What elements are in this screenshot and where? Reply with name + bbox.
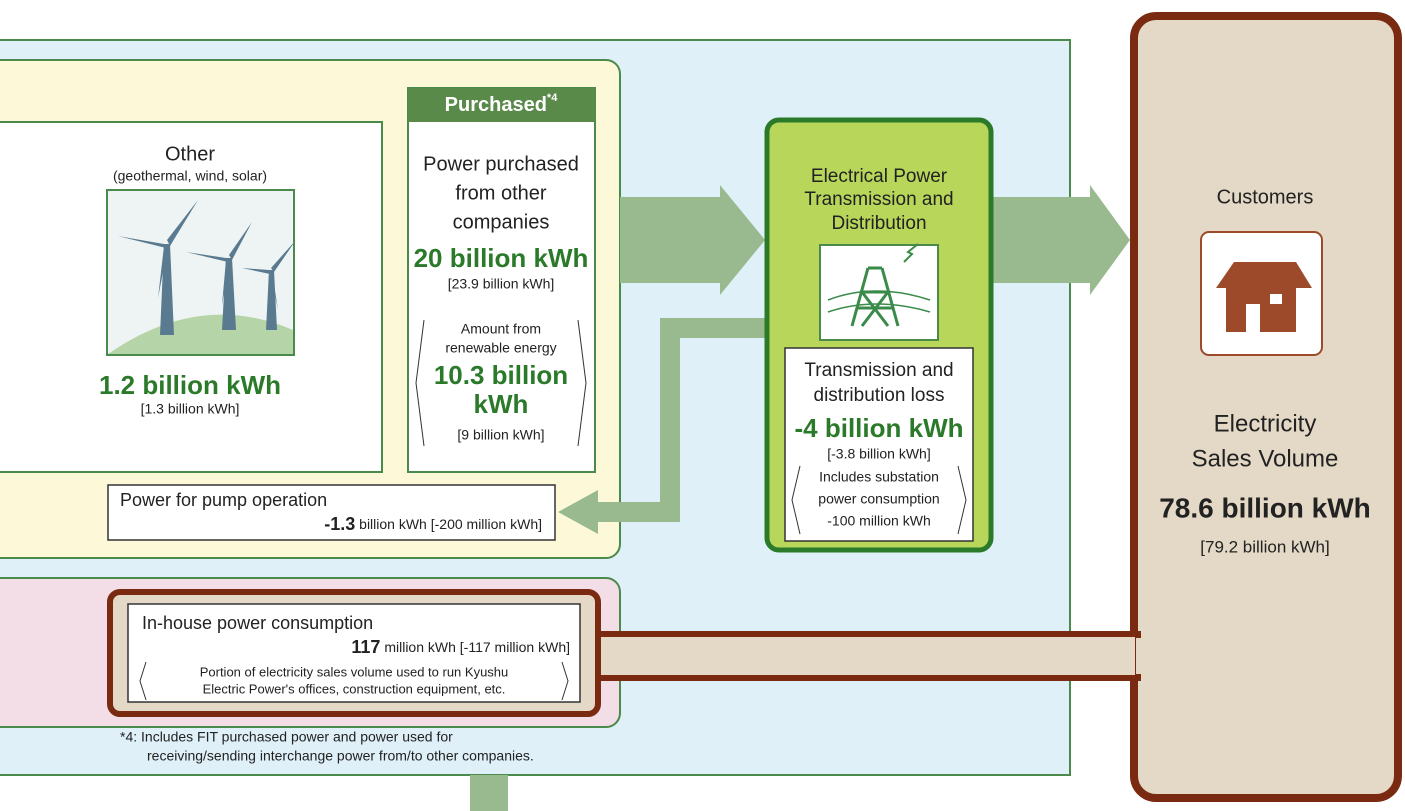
brackets bbox=[791, 465, 967, 535]
note: power consumption bbox=[818, 491, 939, 507]
previous: [9 billion kWh] bbox=[457, 427, 544, 443]
arrow-head bbox=[558, 490, 598, 534]
purchased-header bbox=[408, 88, 595, 122]
brackets bbox=[415, 319, 587, 447]
header: Purchased*4 bbox=[445, 92, 559, 116]
line: from other bbox=[455, 182, 546, 204]
customers-box bbox=[1130, 12, 1402, 802]
label: Sales Volume bbox=[1192, 445, 1339, 472]
label: distribution loss bbox=[814, 385, 945, 406]
note-ref: *4 bbox=[547, 92, 558, 104]
loss-box bbox=[784, 347, 974, 542]
label: Power for pump operation bbox=[120, 490, 327, 510]
down-arrow bbox=[470, 775, 508, 811]
line: companies bbox=[453, 211, 550, 233]
wind-icon bbox=[106, 189, 296, 356]
label: In-house power consumption bbox=[142, 613, 373, 633]
value: kWh bbox=[474, 389, 529, 419]
line: Power purchased bbox=[423, 153, 579, 175]
inhouse-value: 117 million kWh [-117 million kWh] bbox=[351, 637, 570, 657]
pump-box bbox=[107, 484, 556, 541]
value: 1.2 billion kWh bbox=[99, 370, 281, 400]
note: Portion of electricity sales volume used… bbox=[200, 664, 509, 679]
title: Other bbox=[165, 143, 215, 165]
brackets bbox=[139, 661, 569, 701]
note: -100 million kWh bbox=[827, 513, 930, 529]
value: 10.3 billion bbox=[434, 360, 568, 390]
value: 117 bbox=[351, 637, 380, 657]
previous: [-3.8 billion kWh] bbox=[827, 446, 930, 462]
house-icon bbox=[1216, 262, 1312, 332]
label: Amount from bbox=[461, 321, 541, 337]
value: 20 billion kWh bbox=[414, 243, 589, 273]
title: Transmission and bbox=[804, 189, 953, 210]
inhouse-box bbox=[127, 603, 581, 703]
note: Electric Power's offices, construction e… bbox=[203, 681, 506, 696]
subtitle: (geothermal, wind, solar) bbox=[113, 168, 267, 184]
arrow bbox=[620, 185, 765, 295]
purchased-box bbox=[407, 87, 596, 473]
detail: million kWh [-117 million kWh] bbox=[384, 639, 570, 655]
header-text: Purchased bbox=[445, 94, 547, 116]
detail: billion kWh [-200 million kWh] bbox=[359, 516, 542, 532]
return-arrow bbox=[596, 318, 770, 522]
arrow bbox=[993, 185, 1130, 295]
value: -1.3 bbox=[324, 514, 355, 534]
inhouse-strip bbox=[593, 631, 1141, 681]
customers-title: Customers bbox=[1217, 186, 1314, 208]
footnote: receiving/sending interchange power from… bbox=[147, 748, 534, 764]
note: Includes substation bbox=[819, 469, 939, 485]
title: Electrical Power bbox=[811, 166, 948, 187]
strip-join bbox=[1136, 638, 1144, 674]
label: Transmission and bbox=[804, 360, 953, 381]
previous: [79.2 billion kWh] bbox=[1200, 537, 1329, 556]
tower-icon bbox=[827, 243, 931, 327]
pump-value: -1.3 billion kWh [-200 million kWh] bbox=[324, 514, 542, 534]
footnote: *4: Includes FIT purchased power and pow… bbox=[120, 729, 453, 745]
value: 78.6 billion kWh bbox=[1159, 492, 1371, 523]
previous: [1.3 billion kWh] bbox=[141, 401, 240, 417]
label: Electricity bbox=[1214, 410, 1317, 437]
previous: [23.9 billion kWh] bbox=[448, 276, 555, 292]
value: -4 billion kWh bbox=[795, 413, 964, 443]
title: Distribution bbox=[831, 213, 926, 234]
label: renewable energy bbox=[445, 340, 556, 356]
